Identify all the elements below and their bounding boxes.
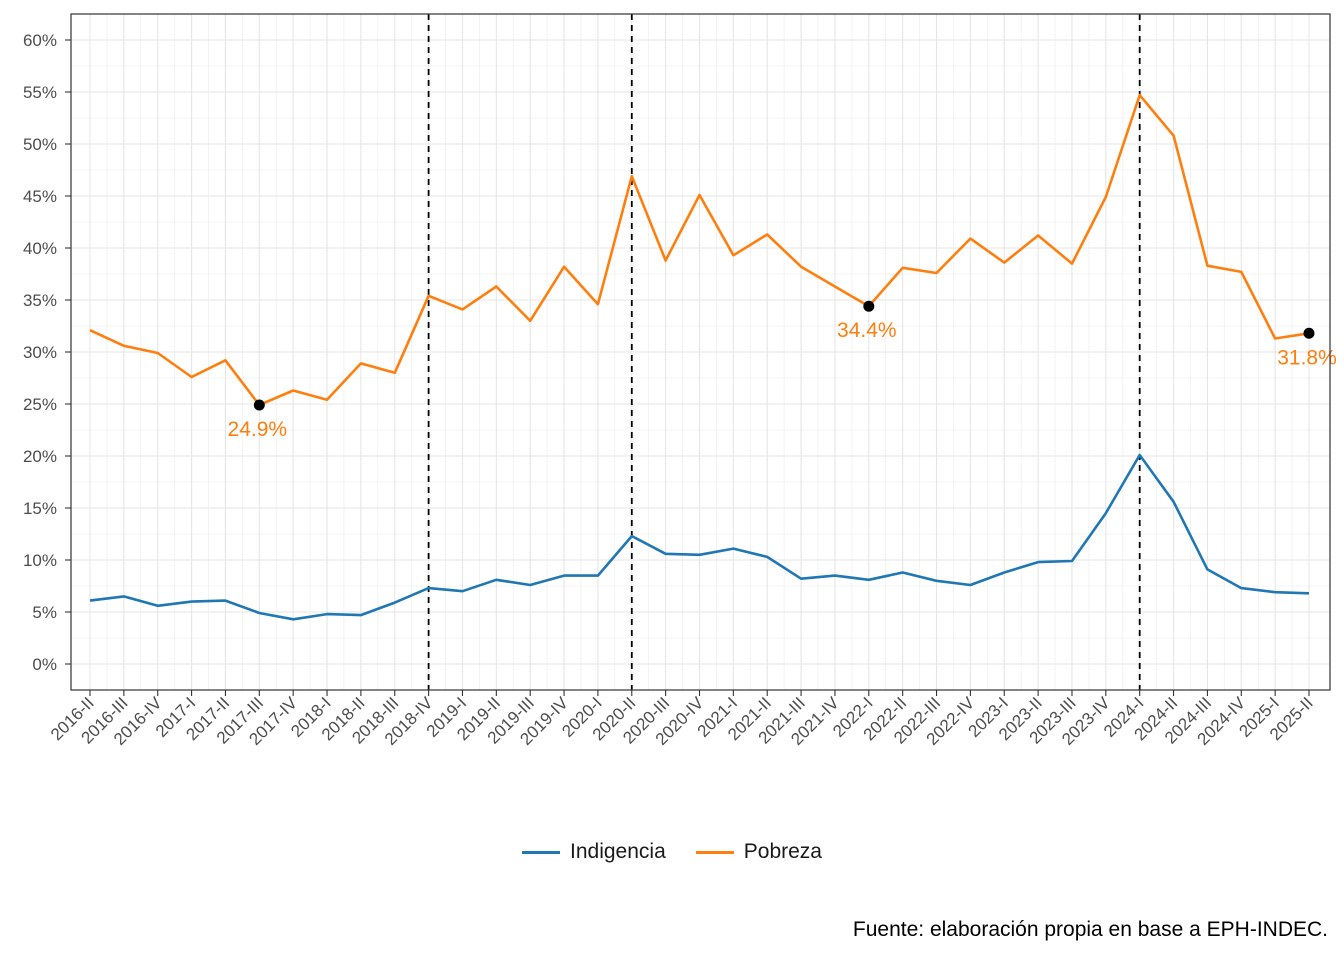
highlight-label: 34.4% bbox=[837, 319, 897, 342]
major-gridlines bbox=[71, 14, 1330, 690]
legend-item-pobreza: Pobreza bbox=[695, 840, 822, 864]
y-tick-label: 25% bbox=[23, 395, 57, 414]
legend-item-indigencia: Indigencia bbox=[522, 840, 666, 864]
axis-ticks bbox=[65, 39, 1310, 696]
source-caption: Fuente: elaboración propia en base a EPH… bbox=[852, 918, 1328, 941]
y-tick-label: 40% bbox=[23, 239, 57, 258]
y-tick-label: 50% bbox=[23, 135, 57, 154]
highlight-point bbox=[253, 399, 265, 411]
y-tick-label: 45% bbox=[23, 187, 57, 206]
series-line-indigencia bbox=[89, 453, 1310, 621]
y-tick-label: 55% bbox=[23, 83, 57, 102]
y-tick-label: 20% bbox=[23, 447, 57, 466]
legend-label-pobreza: Pobreza bbox=[743, 840, 822, 863]
y-tick-label: 35% bbox=[23, 291, 57, 310]
plot-panel-border bbox=[70, 13, 1331, 691]
x-tick-labels: 2016-II2016-III2016-IV2017-I2017-II2017-… bbox=[47, 693, 1317, 749]
highlight-label: 24.9% bbox=[228, 418, 288, 441]
y-tick-label: 5% bbox=[32, 603, 57, 622]
y-tick-label: 10% bbox=[23, 551, 57, 570]
y-tick-label: 0% bbox=[32, 655, 57, 674]
legend-key-indigencia bbox=[522, 850, 561, 854]
legend-key-pobreza bbox=[695, 850, 734, 854]
legend: Indigencia Pobreza bbox=[0, 840, 1344, 864]
series-lines bbox=[89, 93, 1310, 621]
legend-label-indigencia: Indigencia bbox=[570, 840, 666, 863]
y-tick-labels: 0% 5% 10% 15% 20% 25% 30% 35% 40% 45% 50% 55% 60% bbox=[23, 31, 57, 674]
y-tick-label: 30% bbox=[23, 343, 57, 362]
series-line-pobreza bbox=[89, 93, 1310, 407]
highlight-point bbox=[863, 300, 875, 312]
highlight-points: 24.9% 34.4% 31.8% bbox=[228, 300, 1337, 441]
highlight-point bbox=[1303, 327, 1315, 339]
y-tick-label: 60% bbox=[23, 31, 57, 50]
period-divider-lines bbox=[427, 14, 1141, 690]
highlight-label: 31.8% bbox=[1277, 346, 1337, 369]
y-tick-label: 15% bbox=[23, 499, 57, 518]
